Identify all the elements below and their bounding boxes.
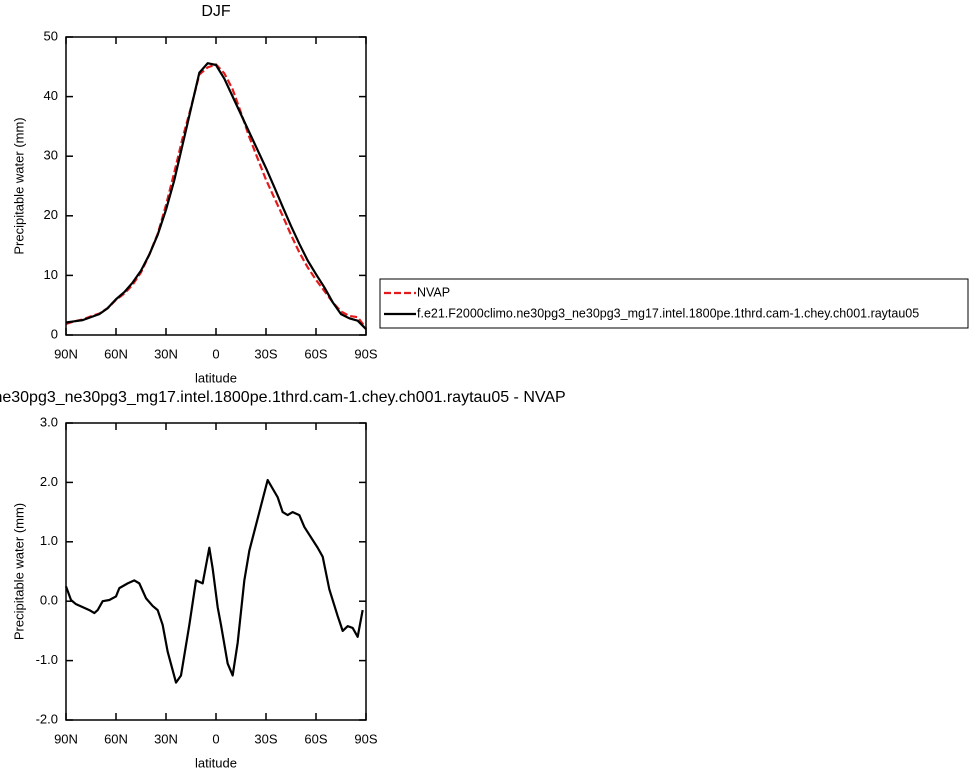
y-axis-label: Precipitable water (mm): [11, 503, 26, 640]
x-axis-label: latitude: [195, 755, 237, 770]
y-tick-label: 20: [44, 207, 58, 222]
legend-label: f.e21.F2000climo.ne30pg3_ne30pg3_mg17.in…: [417, 306, 919, 320]
x-tick-label: 90S: [354, 731, 377, 746]
y-tick-label: 50: [44, 28, 58, 43]
x-tick-label: 30S: [254, 346, 277, 361]
y-tick-label: 0.0: [40, 593, 58, 608]
y-tick-label: -1.0: [36, 652, 58, 667]
x-tick-label: 0: [212, 731, 219, 746]
y-tick-label: 1.0: [40, 533, 58, 548]
x-tick-label: 30S: [254, 731, 277, 746]
x-tick-label: 30N: [154, 346, 178, 361]
x-tick-label: 60S: [304, 731, 327, 746]
legend-box: [379, 278, 969, 329]
x-tick-label: 90N: [54, 731, 78, 746]
legend-label: NVAP: [417, 285, 450, 299]
data-line: [65, 62, 367, 330]
y-axis-label: Precipitable water (mm): [11, 117, 26, 254]
data-line: [64, 478, 364, 684]
y-tick-label: 3.0: [40, 414, 58, 429]
data-line: [65, 63, 367, 329]
y-tick-label: 30: [44, 148, 58, 163]
y-tick-label: -2.0: [36, 711, 58, 726]
chart-title: DJF: [201, 3, 231, 20]
x-tick-label: 90N: [54, 346, 78, 361]
x-tick-label: 60N: [104, 346, 128, 361]
x-axis-label: latitude: [195, 370, 237, 385]
y-tick-label: 10: [44, 267, 58, 282]
x-tick-label: 90S: [354, 346, 377, 361]
chart-title: f.e21.F2000climo.ne30pg3_ne30pg3_mg17.in…: [0, 389, 566, 406]
x-tick-label: 60S: [304, 346, 327, 361]
y-tick-label: 0: [51, 326, 58, 341]
x-tick-label: 30N: [154, 731, 178, 746]
x-tick-label: 0: [212, 346, 219, 361]
x-tick-label: 60N: [104, 731, 128, 746]
y-tick-label: 40: [44, 88, 58, 103]
plot-frame: [65, 422, 367, 721]
y-tick-label: 2.0: [40, 474, 58, 489]
plot-frame: [65, 36, 367, 336]
